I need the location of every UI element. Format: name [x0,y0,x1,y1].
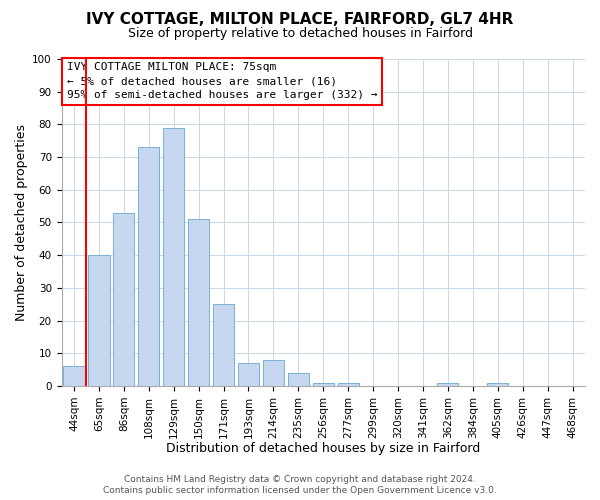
Text: Contains HM Land Registry data © Crown copyright and database right 2024.: Contains HM Land Registry data © Crown c… [124,475,476,484]
Bar [188,219,209,386]
X-axis label: Distribution of detached houses by size in Fairford: Distribution of detached houses by size … [166,442,481,455]
Bar [263,360,284,386]
Bar [138,148,160,386]
Bar [338,382,359,386]
Bar [113,212,134,386]
Bar [213,304,234,386]
Bar [437,382,458,386]
Y-axis label: Number of detached properties: Number of detached properties [15,124,28,321]
Bar [64,366,85,386]
Bar [487,382,508,386]
Text: IVY COTTAGE MILTON PLACE: 75sqm
← 5% of detached houses are smaller (16)
95% of : IVY COTTAGE MILTON PLACE: 75sqm ← 5% of … [67,62,377,100]
Text: Contains public sector information licensed under the Open Government Licence v3: Contains public sector information licen… [103,486,497,495]
Bar [238,363,259,386]
Text: Size of property relative to detached houses in Fairford: Size of property relative to detached ho… [128,28,473,40]
Bar [163,128,184,386]
Bar [313,382,334,386]
Bar [288,373,309,386]
Text: IVY COTTAGE, MILTON PLACE, FAIRFORD, GL7 4HR: IVY COTTAGE, MILTON PLACE, FAIRFORD, GL7… [86,12,514,28]
Bar [88,255,110,386]
